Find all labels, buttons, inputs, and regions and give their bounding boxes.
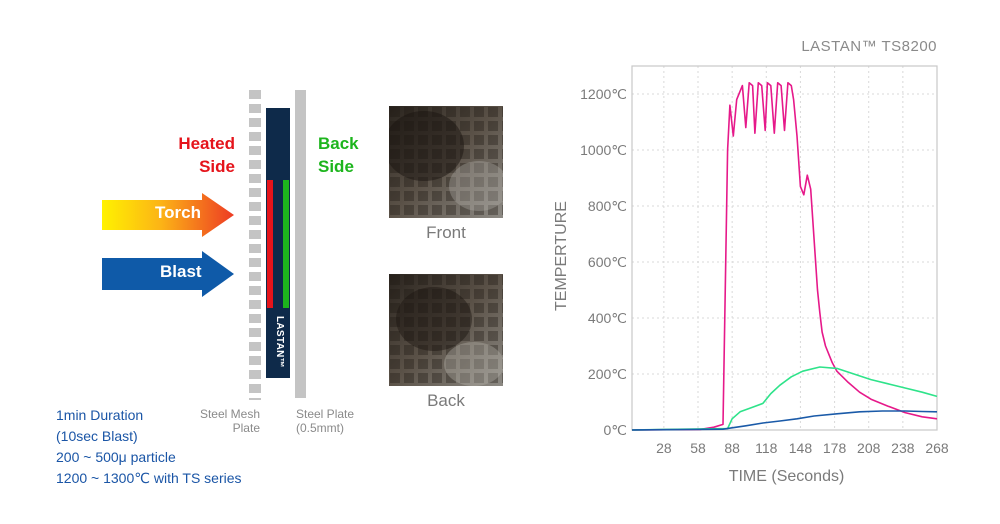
plot-frame — [631, 65, 938, 431]
y-tick-label: 0℃ — [603, 422, 627, 438]
series-line-3 — [631, 410, 938, 431]
x-tick-label: 178 — [823, 440, 847, 456]
x-tick-label: 28 — [656, 440, 672, 456]
back-photo — [389, 274, 503, 386]
torch-label: Torch — [155, 203, 201, 222]
lastan-vertical-label: LASTAN™ — [274, 316, 285, 368]
y-tick-label: 200℃ — [588, 366, 627, 382]
y-tick-label: 1200℃ — [580, 86, 627, 102]
temperature-chart: 0℃ 200℃ 400℃ 600℃ 800℃ 1000℃ 1200℃ 28 58 88 118 148… — [553, 65, 949, 485]
test-conditions: 1min Duration (10sec Blast) 200 ~ 500μ p… — [56, 405, 242, 489]
series-line-2 — [631, 366, 938, 431]
x-tick-label: 238 — [891, 440, 915, 456]
condition-line: 200 ~ 500μ particle — [56, 449, 176, 465]
condition-line: 1200 ~ 1300℃ with TS series — [56, 470, 242, 486]
steel-mesh — [249, 90, 261, 400]
x-tick-label: 148 — [789, 440, 813, 456]
back-caption: Back — [427, 391, 465, 410]
front-caption: Front — [426, 223, 466, 242]
x-tick-label: 268 — [925, 440, 949, 456]
back-side-label: Back Side — [318, 134, 359, 176]
y-tick-label: 400℃ — [588, 310, 627, 326]
back-side-marker — [283, 180, 289, 308]
blast-label: Blast — [160, 262, 202, 281]
front-photo — [389, 106, 503, 218]
y-tick-label: 600℃ — [588, 254, 627, 270]
condition-line: 1min Duration — [56, 407, 144, 423]
x-tick-label: 88 — [724, 440, 740, 456]
steel-plate-caption: Steel Plate (0.5mmt) — [296, 407, 355, 435]
condition-line: (10sec Blast) — [56, 428, 138, 444]
heated-side-label: Heated Side — [178, 134, 235, 176]
torch-arrow — [102, 193, 234, 237]
y-axis-label: TEMPERTURE — [553, 201, 570, 311]
x-tick-label: 208 — [857, 440, 881, 456]
heated-side-marker — [267, 180, 273, 308]
x-axis-label: TIME (Seconds) — [729, 468, 845, 485]
x-tick-label: 118 — [755, 440, 778, 456]
steel-mesh-caption: Steel Mesh Plate — [199, 407, 260, 435]
series-line-1 — [631, 81, 938, 431]
steel-plate — [295, 90, 306, 398]
y-tick-label: 1000℃ — [580, 142, 627, 158]
chart-title: LASTAN™ TS8200 — [801, 38, 937, 55]
y-tick-label: 800℃ — [588, 198, 627, 214]
x-tick-label: 58 — [690, 440, 706, 456]
blast-arrow — [102, 251, 234, 297]
